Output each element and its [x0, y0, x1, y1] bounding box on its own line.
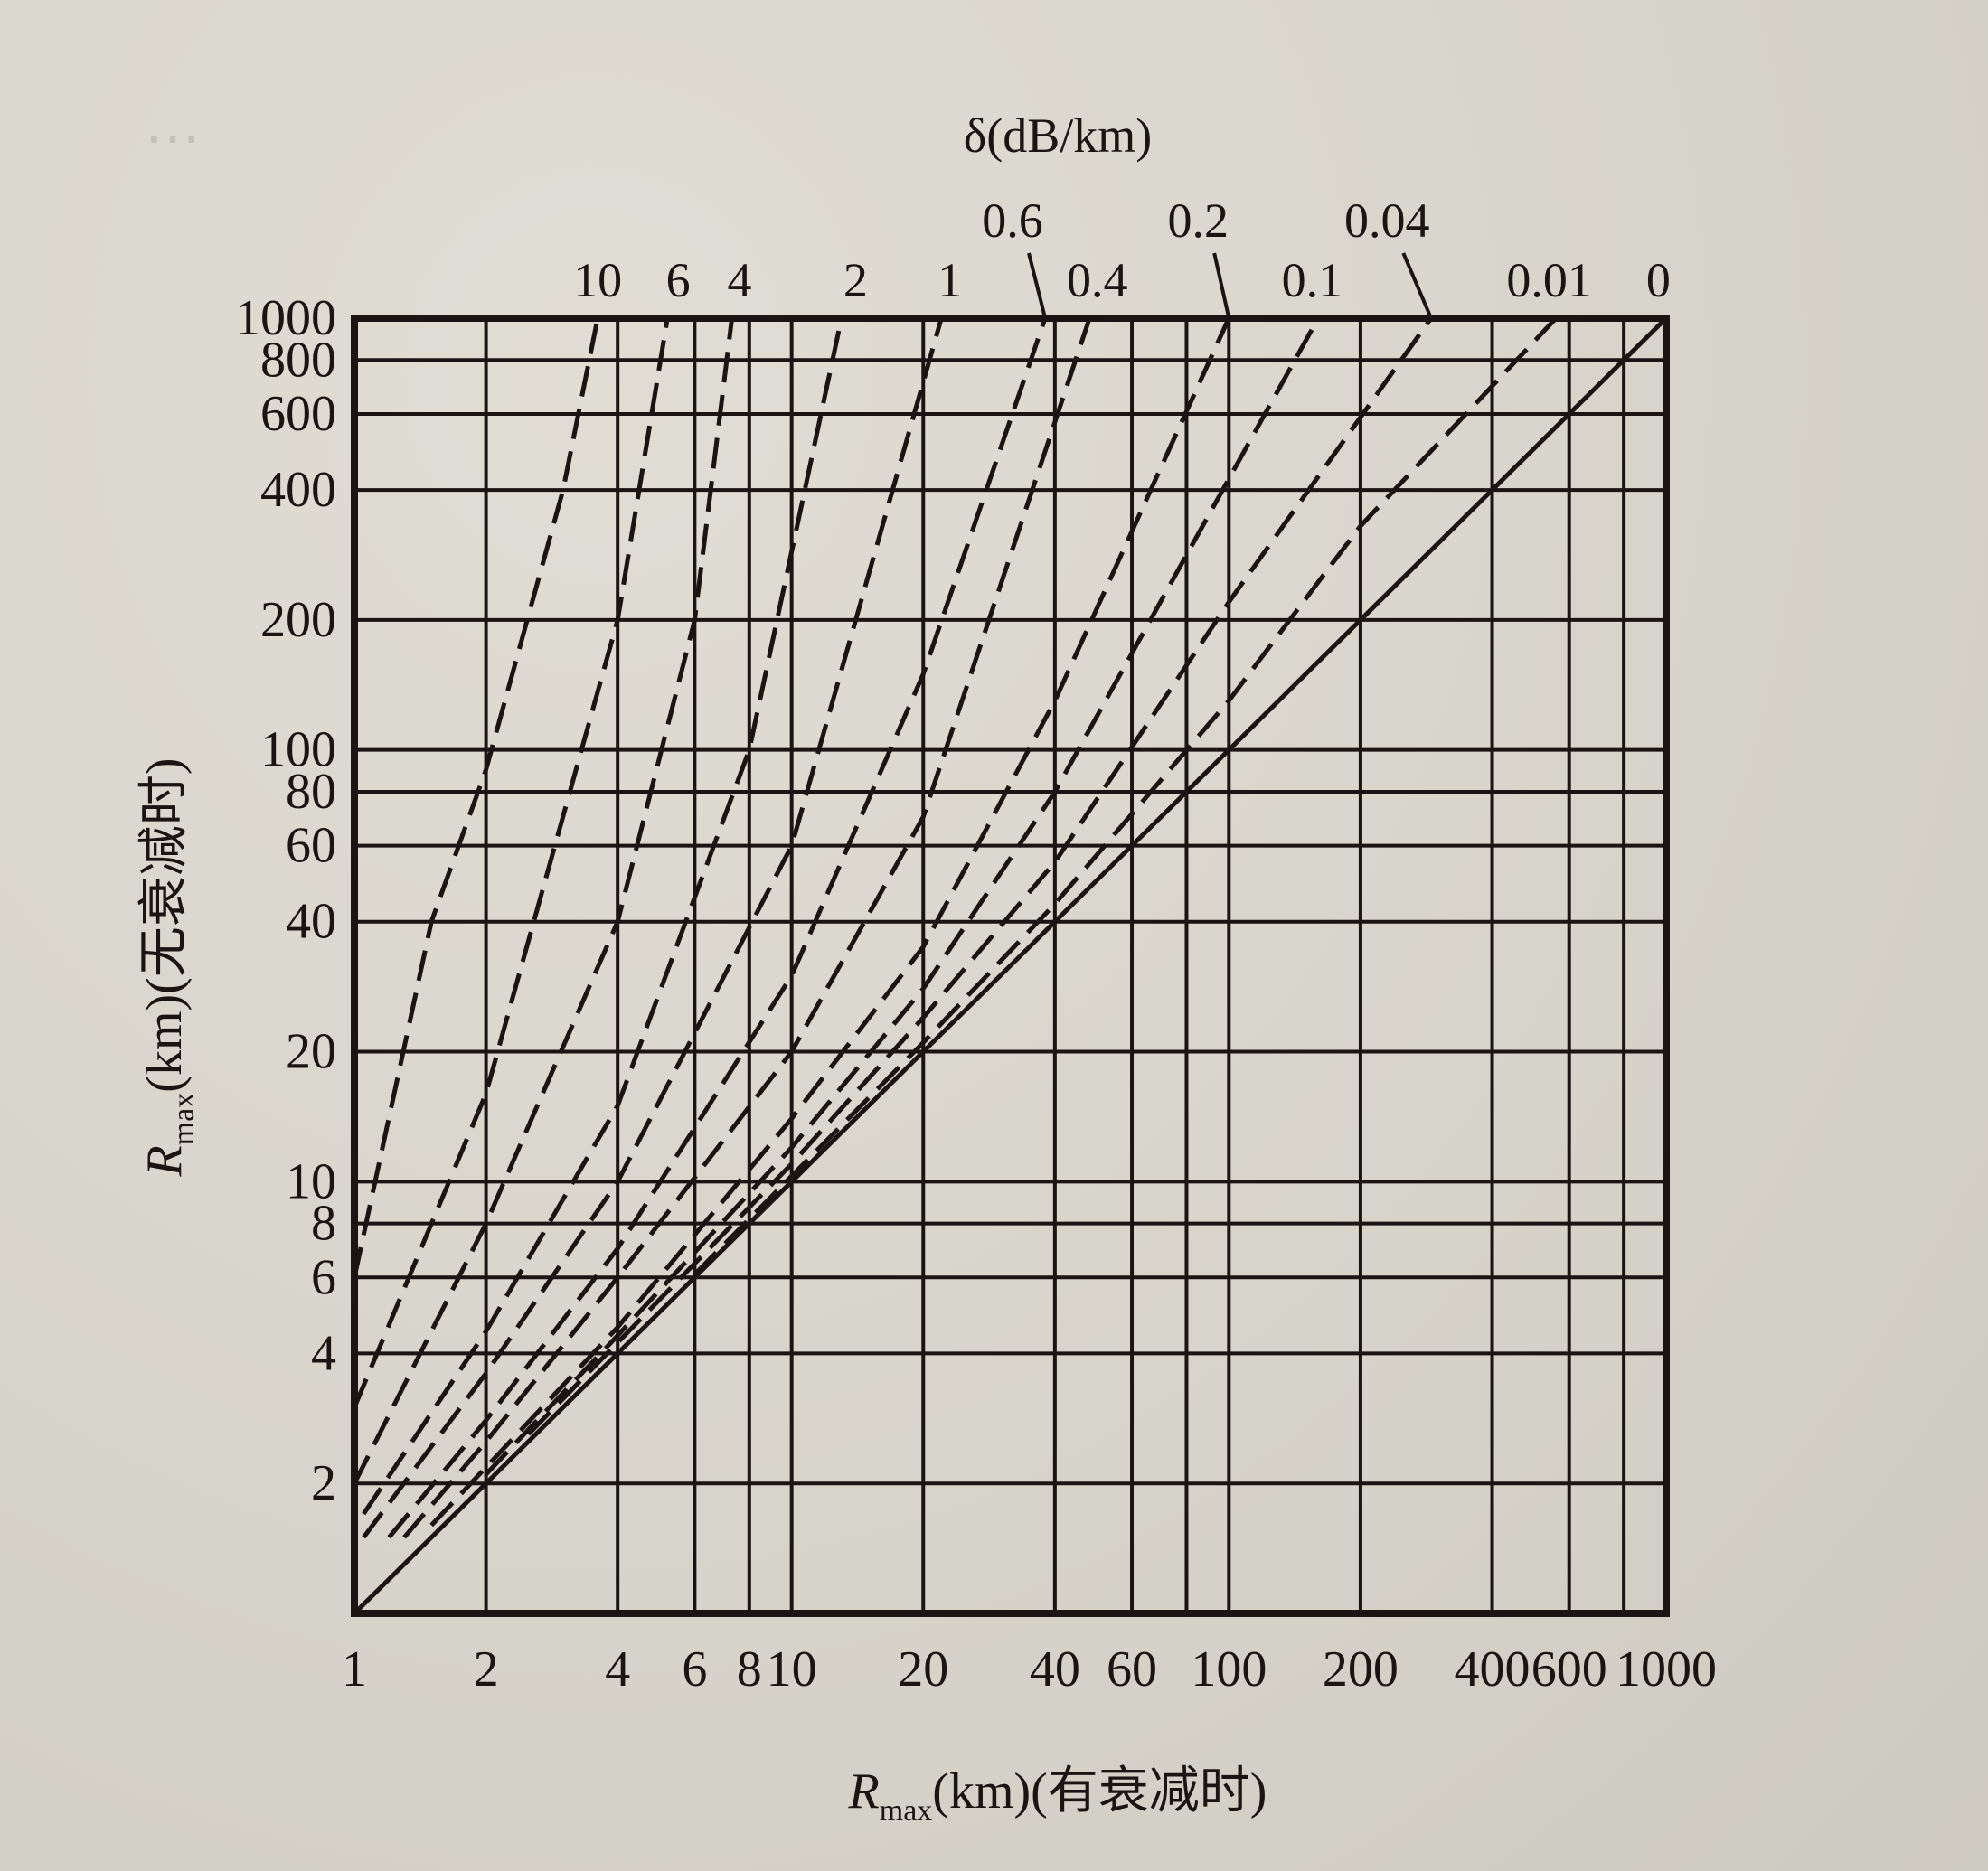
curve-delta-6: [354, 318, 670, 1409]
y-tick-label: 40: [286, 894, 336, 950]
y-tick-label: 6: [311, 1249, 336, 1305]
x-tick-label: 1000: [1616, 1641, 1717, 1697]
curve-delta-2: [362, 318, 844, 1516]
curve-label-0: 0: [1646, 253, 1671, 307]
curve-label-0_2: 0.2: [1167, 193, 1229, 248]
y-tick-label: 1000: [235, 290, 336, 346]
x-tick-label: 200: [1323, 1641, 1399, 1697]
curve-label-4: 4: [728, 253, 752, 307]
y-tick-label: 600: [260, 386, 336, 442]
x-axis-label-symbol: R: [848, 1763, 880, 1819]
x-axis-label: Rmax(km)(有衰减时): [848, 1763, 1267, 1828]
curve-delta-0_2: [429, 318, 1231, 1528]
plot-grid: [353, 316, 1668, 1615]
x-tick-label: 400: [1455, 1641, 1531, 1697]
x-axis-tick-labels: 1 2 4 6 8 10 20 40 60 100 200 400 600 1000: [342, 1641, 1717, 1697]
curve-delta-1: [362, 318, 944, 1539]
curve-leader-line: [1401, 252, 1433, 319]
x-tick-label: 2: [474, 1641, 499, 1697]
y-tick-label: 20: [286, 1024, 336, 1080]
y-tick-label: 400: [260, 462, 336, 518]
y-tick-label: 10: [286, 1153, 336, 1209]
y-tick-label: 80: [286, 764, 336, 820]
curve-label-1: 1: [937, 253, 962, 307]
curve-delta-0_04: [526, 318, 1434, 1436]
x-tick-label: 10: [767, 1641, 817, 1697]
y-tick-label: 800: [260, 332, 336, 388]
curve-delta-0_01: [693, 318, 1559, 1276]
curve-delta-0_1: [484, 318, 1321, 1476]
y-tick-label: 100: [260, 722, 336, 778]
x-tick-label: 4: [605, 1641, 630, 1697]
y-axis-label: Rmax(km)(无衰减时): [137, 758, 201, 1178]
attenuation-curves: [354, 318, 1666, 1613]
curve-leader-line: [1212, 252, 1231, 319]
x-tick-label: 60: [1107, 1641, 1157, 1697]
curve-label-0_6: 0.6: [982, 193, 1043, 248]
curve-delta-0_4: [402, 318, 1092, 1539]
curve-delta-4: [354, 318, 735, 1485]
y-axis-label-subscript: max: [167, 1093, 201, 1146]
y-tick-label: 8: [311, 1196, 336, 1252]
chart-title: δ(dB/km): [964, 108, 1152, 163]
x-tick-label: 8: [737, 1641, 762, 1697]
curve-delta-10: [354, 318, 600, 1278]
x-tick-label: 600: [1531, 1641, 1607, 1697]
x-tick-label: 1: [342, 1641, 367, 1697]
curve-delta-0: [354, 318, 1666, 1613]
x-tick-label: 20: [898, 1641, 948, 1697]
curve-label-0_1: 0.1: [1282, 253, 1343, 307]
y-tick-label: 4: [311, 1325, 336, 1381]
y-axis-label-symbol: R: [137, 1145, 193, 1177]
y-tick-label: 2: [311, 1455, 336, 1511]
curve-leader-line: [1027, 252, 1048, 319]
plot-border: [351, 315, 1670, 1617]
curve-label-10: 10: [573, 253, 622, 307]
curve-label-2: 2: [843, 253, 868, 307]
plot-frame: [351, 315, 1670, 1617]
y-tick-label: 200: [260, 592, 336, 648]
curve-label-0_04: 0.04: [1344, 193, 1430, 248]
curve-label-0_4: 0.4: [1067, 253, 1128, 307]
curve-label-6: 6: [666, 253, 691, 307]
y-axis-label-unit: (km)(无衰减时): [137, 758, 193, 1093]
curve-delta-0_6: [387, 318, 1048, 1539]
curve-delta-labels: 10 6 4 2 1 0.6 0.4 0.2 0.10.04 0.01 0: [573, 193, 1671, 319]
y-tick-label: 60: [286, 818, 336, 874]
x-tick-label: 100: [1191, 1641, 1267, 1697]
x-tick-label: 40: [1030, 1641, 1080, 1697]
x-tick-label: 6: [682, 1641, 707, 1697]
x-axis-label-subscript: max: [880, 1794, 933, 1828]
x-axis-label-unit: (km)(有衰减时): [932, 1763, 1267, 1819]
curve-label-0_01: 0.01: [1506, 253, 1592, 307]
